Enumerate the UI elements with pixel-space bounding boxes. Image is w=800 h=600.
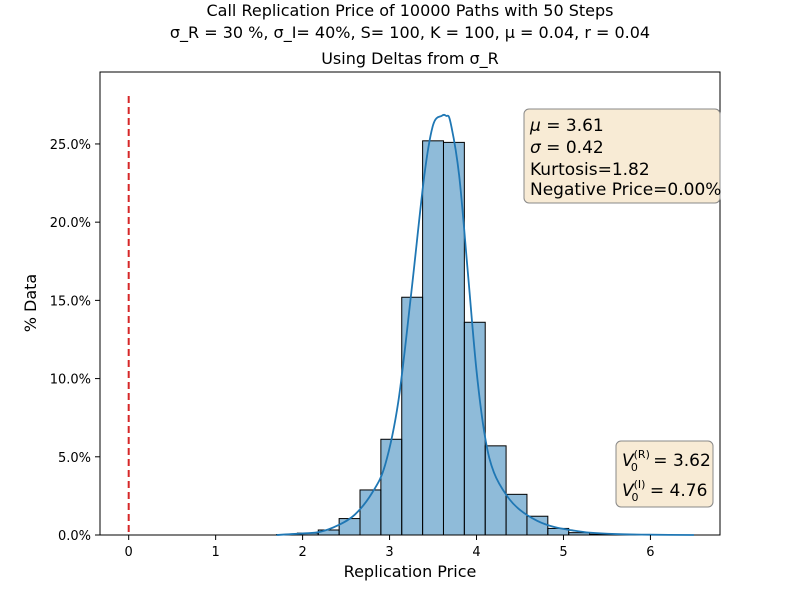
kde-curve — [276, 113, 694, 536]
v0-i-line: V(I) 0 = 4.76 — [622, 478, 707, 504]
y-tick-label: 10.0% — [50, 373, 91, 388]
chart-subtitle: Using Deltas from σ_R — [321, 49, 499, 69]
stats-box-background — [523, 108, 721, 204]
y-tick-label: 15.0% — [50, 294, 91, 309]
histogram-bar — [505, 493, 528, 536]
y-tick-label: 20.0% — [50, 216, 91, 231]
x-tick-label: 2 — [298, 545, 306, 560]
stats-std-equals: = — [541, 138, 566, 158]
stats-mean-equals: = — [541, 116, 566, 136]
y-tick-label: 0.0% — [58, 529, 91, 544]
x-tick-label: 0 — [125, 545, 133, 560]
y-tick-label: 25.0% — [50, 138, 91, 153]
histogram-bar — [338, 518, 361, 536]
histogram-bar — [526, 515, 549, 536]
kde-layer — [276, 113, 694, 536]
stats-std: σ = 0.42 — [530, 138, 604, 158]
histogram-bar — [401, 296, 424, 536]
bars-layer — [276, 140, 653, 536]
histogram-bar — [463, 321, 486, 536]
stats-kurtosis: Kurtosis=1.82 — [530, 160, 650, 180]
x-axis-label: Replication Price — [344, 562, 477, 581]
v0-r-superscript: (R) — [634, 448, 650, 461]
stats-mean-symbol: μ — [529, 116, 541, 136]
stats-std-value: 0.42 — [566, 138, 604, 158]
x-tick-label: 1 — [212, 545, 220, 560]
v0-i-superscript: (I) — [634, 478, 646, 491]
x-tick-label: 6 — [646, 545, 654, 560]
chart-title-line-2: σ_R = 30 %, σ_I= 40%, S= 100, K = 100, μ… — [170, 23, 650, 43]
chart-title-line-1: Call Replication Price of 10000 Paths wi… — [207, 1, 614, 20]
stats-mean-value: 3.61 — [566, 116, 604, 136]
v0-r-line: V(R) 0 = 3.62 — [622, 448, 711, 474]
stats-std-symbol: σ — [530, 138, 542, 158]
v0-r-value: 3.62 — [673, 451, 711, 471]
stats-mean: μ = 3.61 — [529, 116, 604, 136]
v0-box: V(R) 0 = 3.62 V(I) 0 = 4.76 — [615, 440, 714, 508]
y-tick-label: 5.0% — [58, 451, 91, 466]
histogram-bar — [484, 445, 507, 536]
stats-negative-price: Negative Price=0.00% — [530, 180, 721, 200]
x-tick-label: 4 — [472, 545, 480, 560]
y-axis-ticks: 0.0% 5.0% 10.0% 15.0% 20.0% 25.0% — [50, 138, 100, 544]
histogram-bar — [422, 140, 444, 536]
y-axis-label: % Data — [21, 274, 40, 333]
x-axis-ticks: 0 1 2 3 4 5 6 — [125, 535, 655, 560]
stats-box: μ = 3.61 σ = 0.42 Kurtosis=1.82 Negative… — [523, 108, 721, 204]
x-tick-label: 5 — [559, 545, 567, 560]
v0-box-background — [615, 440, 714, 508]
histogram-bar — [380, 438, 403, 536]
x-tick-label: 3 — [385, 545, 393, 560]
v0-i-value: 4.76 — [670, 481, 708, 501]
